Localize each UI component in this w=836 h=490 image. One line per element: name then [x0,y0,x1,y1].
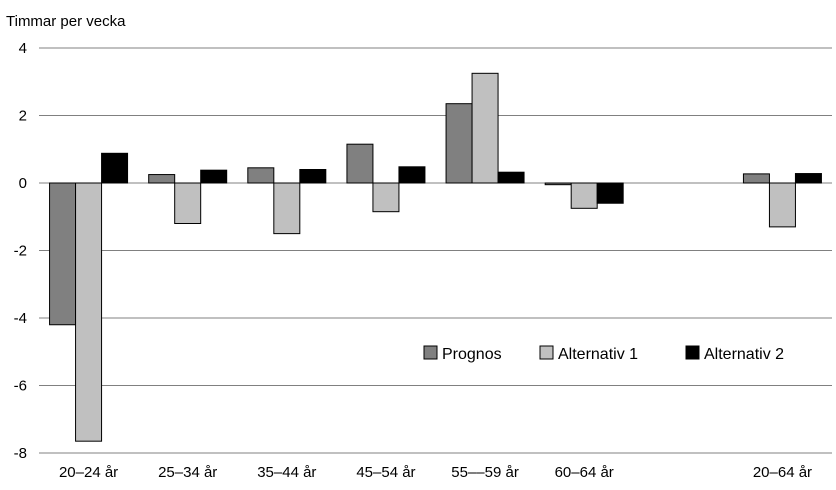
legend: Prognos Alternativ 1 Alternativ 2 [423,345,784,363]
x-tick-label: 55––59 år [451,464,519,481]
bar-alternativ-2 [200,169,228,184]
bar-prognos [445,103,473,184]
bar-prognos [148,174,176,184]
bar-prognos [346,143,374,184]
bar-alternativ-2 [596,182,624,204]
y-tick-label: 0 [19,175,27,192]
bar-alternativ-2 [299,169,327,184]
x-tick-label: 35–44 år [257,464,316,481]
bar-alternativ-1 [768,182,796,228]
x-tick-labels: 20–24 år 25–34 år 35–44 år 45–54 år 55––59 å… [59,464,812,481]
x-tick-label: 25–34 år [158,464,217,481]
y-tick-label: 4 [19,40,27,57]
x-tick-label: 20–64 år [753,464,812,481]
legend-label: Alternativ 1 [558,346,638,363]
y-tick-label: -6 [14,378,27,395]
y-tick-label: -2 [14,243,27,260]
bar-alternativ-1 [372,182,400,213]
bar-alternativ-2 [101,152,129,184]
bar-alternativ-1 [471,72,499,184]
x-tick-label: 45–54 år [356,464,415,481]
bar-prognos [544,182,572,186]
bar-alternativ-1 [75,182,103,442]
legend-swatch [423,345,438,360]
bar-alternativ-1 [174,182,202,224]
legend-label: Prognos [442,346,502,363]
bar-alternativ-1 [570,182,598,209]
y-tick-label: -8 [14,445,27,462]
x-tick-label: 20–24 år [59,464,118,481]
bar-prognos [742,173,770,184]
bar-prognos [49,182,77,326]
bar-alternativ-1 [273,182,301,235]
y-tick-label: -4 [14,310,27,327]
bar-alternativ-2 [398,166,426,184]
legend-label: Alternativ 2 [704,346,784,363]
bar-prognos [247,167,275,184]
bars [49,72,822,442]
bar-alternativ-2 [794,173,822,184]
legend-swatch [539,345,554,360]
x-tick-label: 60–64 år [555,464,614,481]
y-tick-labels: 4 2 0 -2 -4 -6 -8 [14,40,27,462]
y-axis-label: Timmar per vecka [6,13,126,30]
bar-alternativ-2 [497,171,525,184]
legend-swatch [685,345,700,360]
y-tick-label: 2 [19,108,27,125]
gridlines [39,47,832,454]
